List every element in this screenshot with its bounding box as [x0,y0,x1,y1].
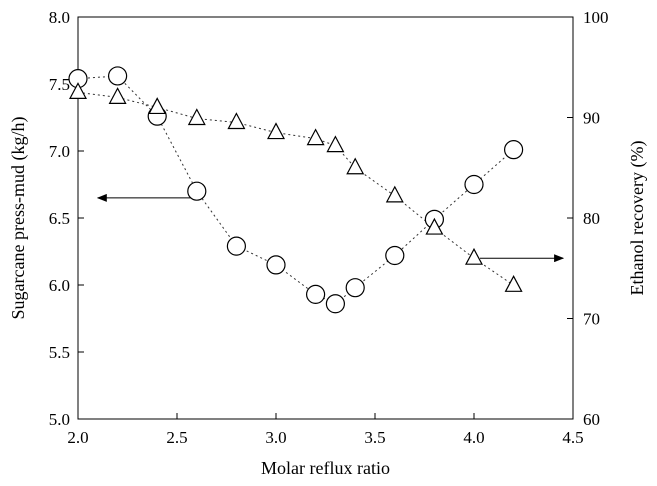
press-mud-circle-point [266,255,286,275]
press-mud-circle-point [345,278,365,298]
press-mud-circle-point [385,245,405,266]
ethanol-recovery-series-line [77,91,514,286]
press-mud-circle-point [503,140,524,160]
y-left-axis-title: Sugarcane press-mud (kg/h) [8,117,29,320]
ethanol-recovery-triangle-point [187,108,206,126]
press-mud-circle-point [187,181,207,201]
y-left-tick-label: 7.0 [49,142,70,161]
ethanol-recovery-triangle-point [227,112,246,130]
y-left-tick-label: 6.5 [49,209,70,228]
ethanol-recovery-triangle-point [267,122,285,140]
x-tick-label: 4.5 [562,428,583,447]
y-left-tick-label: 5.5 [49,343,70,362]
x-tick-label: 3.0 [265,428,286,447]
y-right-tick-label: 70 [583,310,600,329]
y-left-tick-label: 6.0 [49,276,70,295]
y-right-tick-label: 90 [583,109,600,128]
press-mud-circle-point [226,236,246,256]
x-tick-label: 4.0 [463,428,484,447]
ethanol-recovery-triangle-point [108,87,127,104]
y-right-tick-label: 60 [583,410,600,429]
y-left-tick-label: 7.5 [49,75,70,94]
ethanol-recovery-triangle-point [425,217,444,235]
y-right-tick-label: 100 [583,8,609,27]
y-left-tick-label: 8.0 [49,8,70,27]
press-mud-circle-point [107,66,128,86]
ethanol-recovery-triangle-point [326,135,345,153]
x-tick-label: 3.5 [364,428,385,447]
ethanol-recovery-triangle-point [385,185,404,203]
ethanol-recovery-triangle-point [148,97,167,115]
press-mud-circle-point [306,284,326,304]
ethanol-recovery-triangle-point [504,275,523,292]
ethanol-recovery-triangle-point [465,247,483,265]
x-tick-label: 2.5 [166,428,187,447]
press-mud-circle-point [464,174,484,195]
press-mud-series-line [77,75,514,305]
ethanol-recovery-triangle-point [306,128,325,146]
ethanol-recovery-triangle-point [346,157,365,175]
ethanol-recovery-triangle-point [69,82,87,99]
y-left-tick-label: 5.0 [49,410,70,429]
press-mud-circle-point [325,294,345,314]
plot-frame-border [77,16,574,420]
x-tick-label: 2.0 [67,428,88,447]
y-right-axis-title: Ethanol recovery (%) [627,141,648,296]
x-axis-title: Molar reflux ratio [261,458,390,478]
y-right-tick-label: 80 [583,209,600,228]
